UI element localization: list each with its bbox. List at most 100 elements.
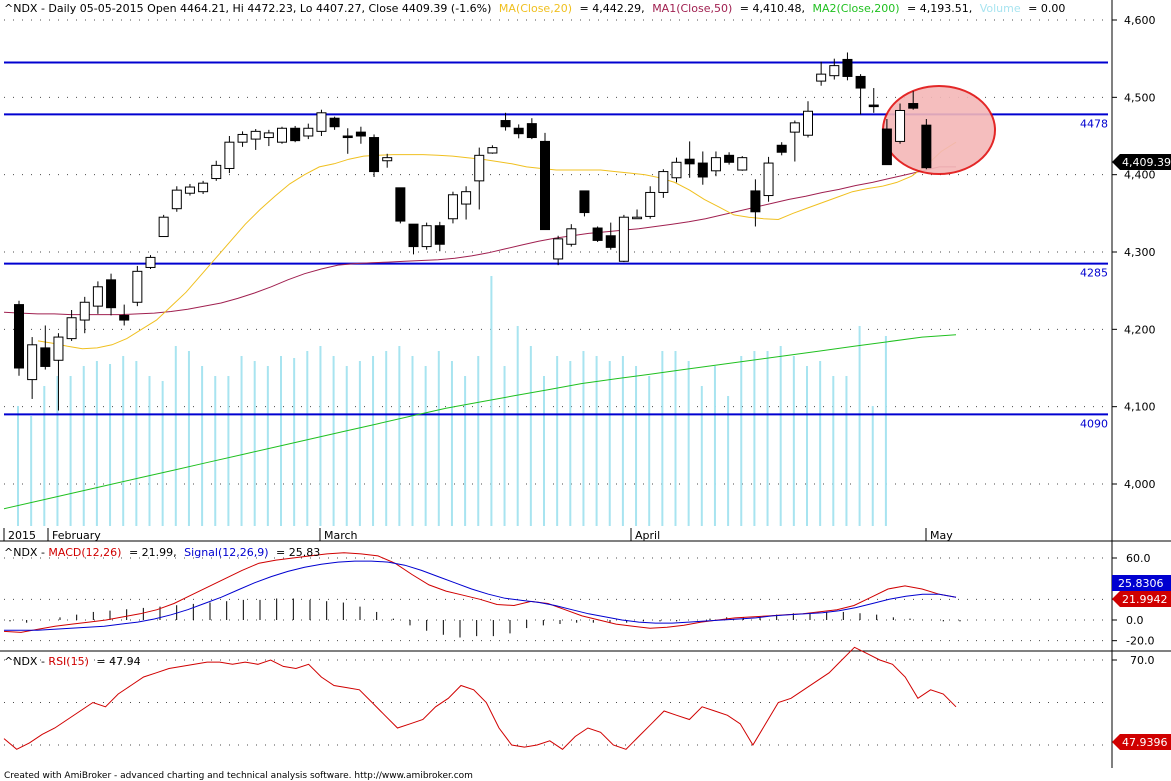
candle-body (697, 162, 708, 178)
candle-body (816, 73, 827, 82)
candle-body (513, 127, 524, 135)
hline-label-4090: 4090 (1080, 417, 1108, 430)
candle-body (145, 256, 156, 268)
signal-value: = 25.83 (276, 546, 320, 559)
main-header-prefix: ^NDX - Daily 05-05-2015 Open 4464.21, Hi… (4, 2, 491, 15)
candle-body (184, 186, 195, 194)
price-tick-label: 4,400 (1124, 169, 1156, 182)
candle-body (553, 238, 564, 260)
candle-body (14, 304, 24, 369)
candle-body (329, 117, 340, 128)
candle-body (658, 171, 669, 193)
candle-body (171, 189, 182, 210)
candle-body (592, 227, 603, 241)
price-tick-label: 4,000 (1124, 478, 1156, 491)
candle-body (27, 344, 38, 381)
candle-body (342, 135, 353, 139)
candle-body (487, 147, 498, 154)
candle-body (277, 127, 287, 143)
ma50-line (3, 166, 956, 316)
macd-value-tag: 21.9942 (1112, 591, 1171, 607)
price-tick-label: 4,600 (1124, 14, 1156, 27)
candle-body (803, 110, 813, 136)
price-tick-label: 4,500 (1124, 91, 1156, 104)
signal-label: Signal(12,26,9) (184, 546, 268, 559)
macd-lines (3, 552, 957, 633)
month-label: February (52, 529, 101, 542)
month-label: May (930, 529, 953, 542)
candle-body (710, 157, 721, 172)
candle-body (842, 58, 853, 77)
price-tick-label: 4,300 (1124, 246, 1156, 259)
candle-body (316, 112, 327, 132)
candle-body (921, 124, 932, 169)
macd-header-prefix: ^NDX - (4, 546, 48, 559)
candle-body (461, 191, 472, 205)
candle-body (434, 225, 445, 245)
price-axis: 4,600 4,500 4,400 4,300 4,200 4,100 4,000 (1112, 14, 1156, 491)
candle-body (237, 133, 248, 143)
candle-body (224, 141, 235, 169)
rsi-tag-label: 47.9396 (1122, 736, 1168, 749)
macd-tick-label: -20.0 (1126, 635, 1154, 648)
candle-body (737, 157, 748, 171)
macd-label: MACD(12,26) (48, 546, 121, 559)
volume-bars (17, 276, 887, 526)
candle-body (776, 144, 787, 153)
candle-body (66, 317, 77, 340)
candle-body (881, 128, 892, 166)
candle-body (92, 286, 103, 307)
signal-value-tag: 25.8306 (1112, 575, 1171, 591)
rsi-label: RSI(15) (48, 655, 88, 668)
candle-body (540, 140, 550, 231)
macd-tick-label: 60.0 (1126, 552, 1151, 565)
hline-label-4478: 4478 (1080, 117, 1108, 130)
candle-body (395, 187, 406, 222)
last-price-tag: 4,409.39 (1112, 154, 1171, 170)
rsi-line (3, 646, 957, 750)
candle-body (79, 301, 90, 321)
rsi-value-tag: 47.9396 (1112, 734, 1171, 750)
main-header: ^NDX - Daily 05-05-2015 Open 4464.21, Hi… (4, 2, 1065, 15)
month-label: April (635, 529, 660, 542)
rsi-value: = 47.94 (96, 655, 140, 668)
ma200-label: MA2(Close,200) (812, 2, 899, 15)
footer-credit: Created with AmiBroker - advanced charti… (4, 771, 473, 781)
macd-header: ^NDX - MACD(12,26) = 21.99, Signal(12,26… (4, 546, 320, 559)
candle-body (526, 123, 537, 139)
volume-label: Volume (980, 2, 1021, 15)
candle-body (119, 314, 130, 321)
candle-body (763, 162, 774, 197)
macd-tag-label: 21.9942 (1122, 593, 1168, 606)
ma20-label: MA(Close,20) (499, 2, 572, 15)
candle-body (250, 130, 261, 140)
candle-body (106, 279, 117, 309)
rsi-header: ^NDX - RSI(15) = 47.94 (4, 655, 141, 668)
candle-body (382, 157, 393, 162)
candle-body (355, 131, 366, 137)
hline-label-4285: 4285 (1080, 267, 1108, 280)
price-tick-label: 4,100 (1124, 401, 1156, 414)
ma20-line (37, 141, 957, 350)
ma50-label: MA1(Close,50) (652, 2, 732, 15)
candle-body (198, 182, 209, 193)
rsi-panel: 70.0 ^NDX - RSI(15) = 47.94 47.9396 (3, 646, 1171, 768)
candle-body (645, 191, 656, 217)
volume-value: = 0.00 (1028, 2, 1065, 15)
candle-body (895, 109, 906, 142)
macd-histogram (9, 598, 961, 638)
candle-body (671, 161, 682, 179)
last-price-label: 4,409.39 (1122, 156, 1171, 169)
candle-body (829, 65, 840, 77)
macd-value: = 21.99, (129, 546, 177, 559)
ma200-line (3, 334, 957, 510)
moving-averages (3, 141, 957, 510)
rsi-axis: 70.0 (1112, 654, 1155, 667)
rsi-grid (4, 659, 1108, 746)
signal-tag-label: 25.8306 (1118, 577, 1164, 590)
candle-body (421, 225, 432, 248)
candle-body (632, 216, 643, 220)
ma20-value: = 4,442.29, (579, 2, 644, 15)
